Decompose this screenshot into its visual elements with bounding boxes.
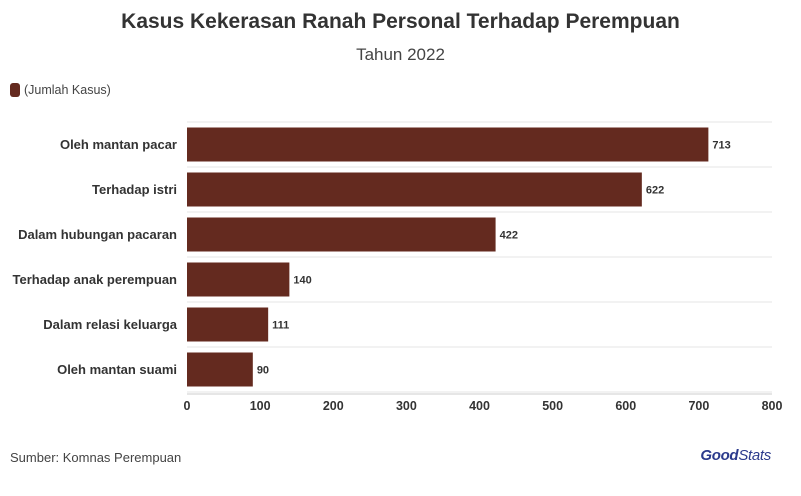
legend: (Jumlah Kasus) [10, 83, 111, 97]
x-tick-label: 200 [323, 399, 344, 413]
x-tick-label: 400 [469, 399, 490, 413]
category-label: Oleh mantan suami [57, 362, 177, 377]
x-tick-label: 300 [396, 399, 417, 413]
source-note: Sumber: Komnas Perempuan [10, 450, 182, 465]
goodstats-logo: GoodStats [700, 447, 771, 464]
bar [187, 352, 253, 387]
category-label: Dalam relasi keluarga [43, 317, 177, 332]
value-label: 90 [257, 365, 269, 377]
bar [187, 127, 709, 162]
bar [187, 307, 269, 342]
x-tick-label: 800 [762, 399, 783, 413]
category-label: Oleh mantan pacar [60, 137, 177, 152]
category-label: Dalam hubungan pacaran [18, 227, 177, 242]
chart-subtitle: Tahun 2022 [356, 45, 445, 64]
bar [187, 262, 290, 297]
logo-light: Stats [738, 447, 771, 464]
value-label: 713 [712, 140, 730, 152]
x-tick-label: 0 [184, 399, 191, 413]
bar [187, 172, 642, 207]
bar [187, 217, 496, 252]
category-label: Terhadap anak perempuan [13, 272, 178, 287]
legend-swatch [10, 83, 20, 97]
category-label: Terhadap istri [92, 182, 177, 197]
value-label: 422 [500, 230, 518, 242]
x-tick-label: 700 [688, 399, 709, 413]
value-label: 111 [272, 320, 289, 332]
chart-title: Kasus Kekerasan Ranah Personal Terhadap … [121, 10, 680, 33]
value-label: 622 [646, 185, 664, 197]
x-tick-label: 600 [615, 399, 636, 413]
logo-bold: Good [700, 447, 739, 464]
legend-label: (Jumlah Kasus) [24, 83, 111, 97]
x-tick-label: 500 [542, 399, 563, 413]
value-label: 140 [293, 275, 311, 287]
x-tick-label: 100 [250, 399, 271, 413]
